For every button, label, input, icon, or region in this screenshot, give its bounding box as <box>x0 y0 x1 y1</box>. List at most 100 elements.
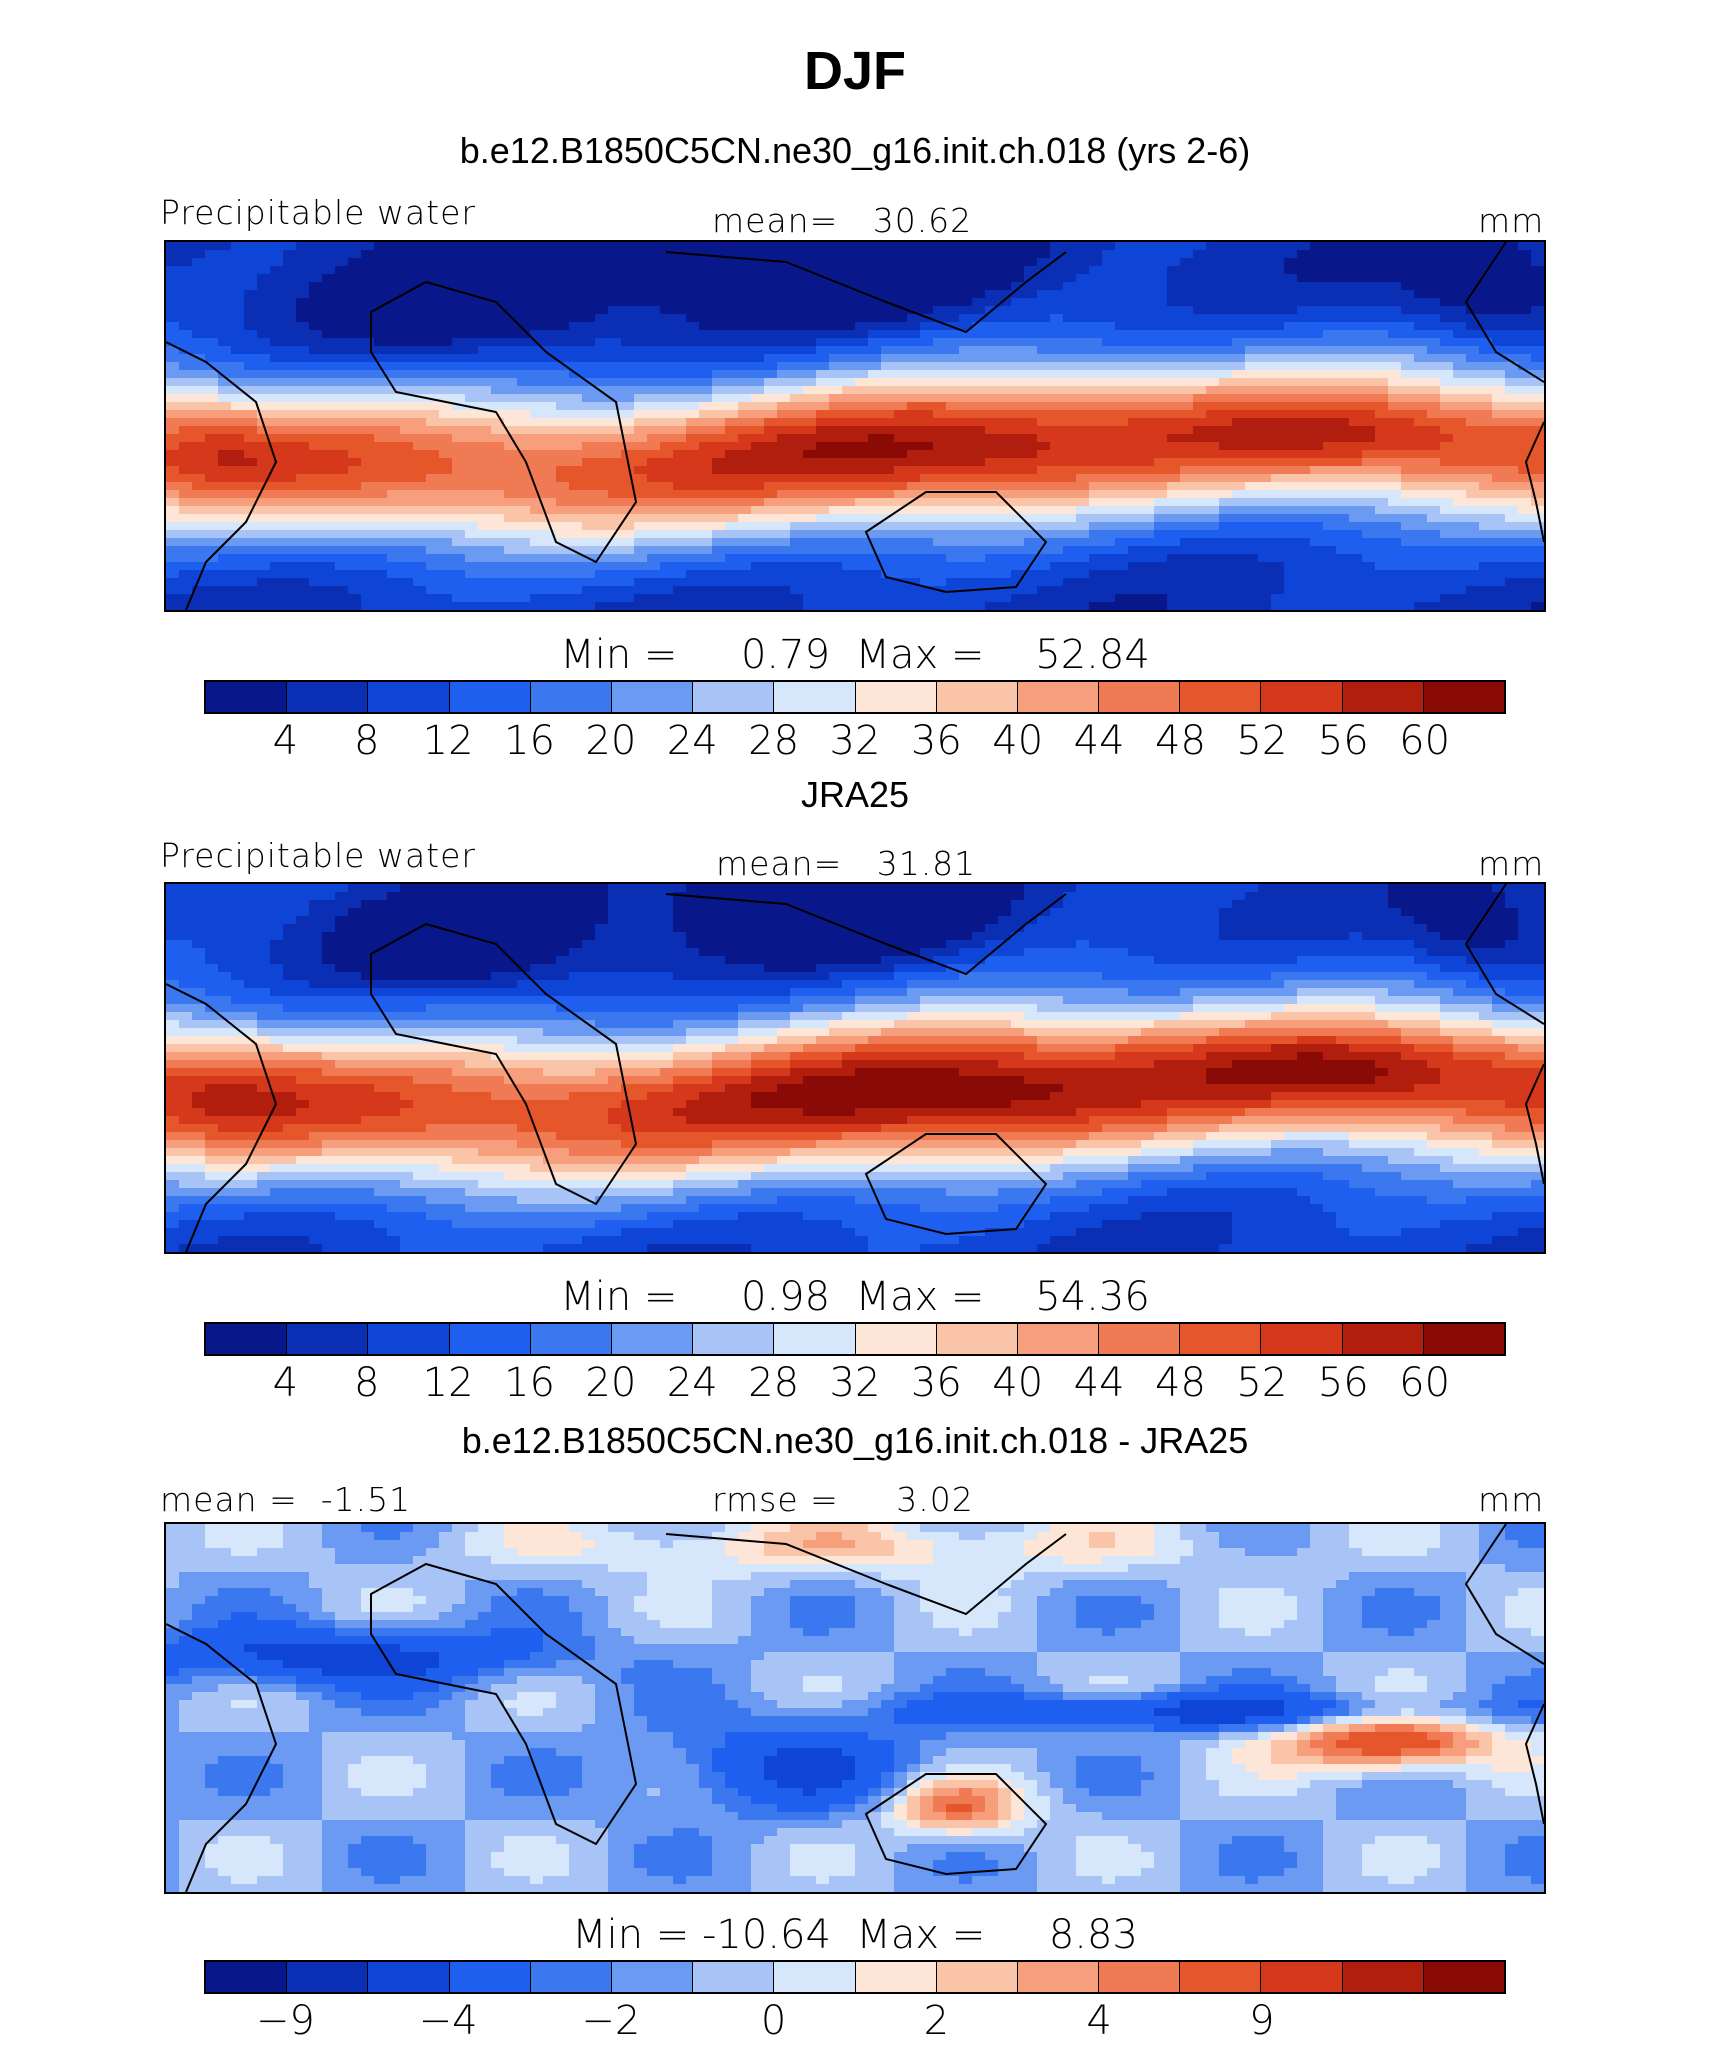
colorbar-swatch <box>611 1324 694 1354</box>
colorbar-tick-label: 32 <box>829 718 881 764</box>
panel-2-variable-label: Precipitable water <box>160 836 476 875</box>
colorbar-tick-label: 32 <box>829 1360 881 1406</box>
colorbar-tick-label: 60 <box>1399 1360 1451 1406</box>
colorbar-swatch <box>1017 682 1100 712</box>
colorbar-tick-label: 44 <box>1073 718 1125 764</box>
coastline <box>1464 242 1544 383</box>
coastline <box>1524 1703 1544 1825</box>
coastline <box>370 1562 638 1846</box>
colorbar-tick-label: 60 <box>1399 718 1451 764</box>
colorbar-swatch <box>855 1324 937 1354</box>
colorbar-swatch <box>287 1962 369 1992</box>
colorbar-tick-label: 28 <box>748 1360 800 1406</box>
colorbar-swatch <box>693 1962 775 1992</box>
colorbar-tick-label: −9 <box>255 1998 315 2044</box>
colorbar-swatch <box>368 682 450 712</box>
coastline <box>166 983 278 1252</box>
coastline <box>665 251 1067 334</box>
panel-3-mean-label: mean = -1.51 <box>160 1480 412 1519</box>
panel-2-units-label: mm <box>1478 844 1545 883</box>
colorbar-swatch <box>611 682 694 712</box>
colorbar-swatch <box>449 682 531 712</box>
colorbar-swatch <box>206 682 288 712</box>
colorbar-swatch <box>1423 682 1504 712</box>
panel-1-minmax: Min = 0.79 Max = 52.84 <box>560 632 1150 678</box>
colorbar-tick-label: 2 <box>923 1998 950 2044</box>
panel-2-minmax: Min = 0.98 Max = 54.36 <box>560 1274 1150 1320</box>
colorbar-tick-label: 40 <box>992 1360 1044 1406</box>
colorbar-tick-label: 36 <box>910 1360 962 1406</box>
colorbar-swatch <box>855 682 937 712</box>
colorbar-swatch <box>1342 682 1424 712</box>
colorbar-swatch <box>449 1962 531 1992</box>
colorbar-swatch <box>693 1324 775 1354</box>
colorbar-swatch <box>936 1962 1018 1992</box>
colorbar-swatch <box>368 1962 450 1992</box>
panel-2-title: JRA25 <box>800 774 910 815</box>
colorbar-swatch <box>1180 1962 1262 1992</box>
colorbar-tick-label: 28 <box>748 718 800 764</box>
coastline <box>864 1133 1048 1236</box>
coastline <box>370 280 638 564</box>
colorbar-swatch <box>449 1324 531 1354</box>
colorbar-tick-label: −2 <box>581 1998 641 2044</box>
panel-1-colorbar <box>204 680 1506 714</box>
panel-2-mean-label: mean= 31.81 <box>716 844 977 883</box>
colorbar-swatch <box>1099 682 1181 712</box>
colorbar-swatch <box>611 1962 694 1992</box>
colorbar-tick-label: 56 <box>1317 718 1369 764</box>
panel-3-units-label: mm <box>1478 1480 1545 1519</box>
panel-3-colorbar-ticks: −9 −4 −2 0 2 4 9 <box>0 1998 1710 2048</box>
panel-1-map <box>164 240 1546 612</box>
colorbar-tick-label: 24 <box>666 718 718 764</box>
colorbar-swatch <box>1180 1324 1262 1354</box>
colorbar-swatch <box>1423 1324 1504 1354</box>
panel-3-map <box>164 1522 1546 1894</box>
coastline <box>665 893 1067 976</box>
colorbar-swatch <box>774 1962 856 1992</box>
coastline <box>1464 884 1544 1025</box>
colorbar-swatch <box>774 682 856 712</box>
panel-1-contour-field <box>166 242 1544 610</box>
colorbar-swatch <box>206 1324 288 1354</box>
colorbar-tick-label: 20 <box>585 1360 637 1406</box>
panel-3-minmax: Min = -10.64 Max = 8.83 <box>572 1912 1138 1958</box>
coastline <box>1524 1063 1544 1185</box>
panel-2-map <box>164 882 1546 1254</box>
colorbar-swatch <box>774 1324 856 1354</box>
coastline <box>166 1623 278 1892</box>
colorbar-swatch <box>1261 1962 1343 1992</box>
colorbar-swatch <box>693 682 775 712</box>
panel-2-colorbar-ticks: 4 8 12 16 20 24 28 32 36 40 44 48 52 56 60 <box>0 1360 1710 1410</box>
colorbar-swatch <box>1261 1324 1343 1354</box>
colorbar-tick-label: 4 <box>272 718 299 764</box>
colorbar-tick-label: 20 <box>585 718 637 764</box>
colorbar-tick-label: 12 <box>422 1360 474 1406</box>
colorbar-tick-label: −4 <box>418 1998 478 2044</box>
colorbar-swatch <box>1017 1324 1100 1354</box>
colorbar-swatch <box>287 682 369 712</box>
colorbar-tick-label: 36 <box>910 718 962 764</box>
panel-3-rmse-label: rmse = 3.02 <box>712 1480 974 1519</box>
colorbar-swatch <box>1423 1962 1504 1992</box>
colorbar-swatch <box>1342 1324 1424 1354</box>
colorbar-swatch <box>1099 1962 1181 1992</box>
colorbar-tick-label: 0 <box>760 1998 787 2044</box>
colorbar-swatch <box>530 1962 612 1992</box>
coastline <box>665 1533 1067 1616</box>
panel-3-title: b.e12.B1850C5CN.ne30_g16.init.ch.018 - J… <box>461 1420 1249 1461</box>
main-title: DJF <box>803 41 906 101</box>
colorbar-tick-label: 12 <box>422 718 474 764</box>
coastline <box>864 491 1048 594</box>
colorbar-swatch <box>1342 1962 1424 1992</box>
coastline <box>1464 1524 1544 1665</box>
colorbar-tick-label: 4 <box>272 1360 299 1406</box>
colorbar-swatch <box>530 1324 612 1354</box>
panel-1-variable-label: Precipitable water <box>160 193 476 232</box>
colorbar-tick-label: 16 <box>504 718 555 764</box>
colorbar-tick-label: 8 <box>354 718 380 764</box>
colorbar-tick-label: 16 <box>504 1360 555 1406</box>
panel-3-colorbar <box>204 1960 1506 1994</box>
coastline <box>370 922 638 1206</box>
colorbar-tick-label: 48 <box>1155 1360 1206 1406</box>
